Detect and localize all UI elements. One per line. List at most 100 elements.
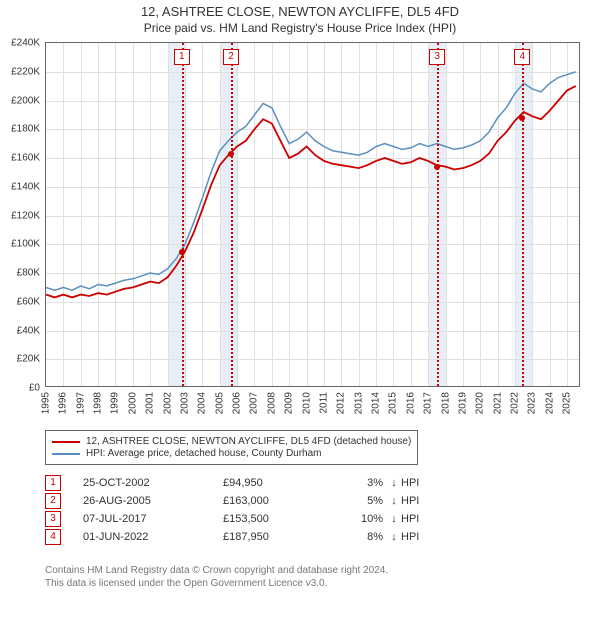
y-tick-label: £140K xyxy=(0,181,40,192)
x-tick-label: 2000 xyxy=(127,392,138,414)
x-tick-label: 2022 xyxy=(509,392,520,414)
row-price: £163,000 xyxy=(223,495,323,507)
row-date: 26-AUG-2005 xyxy=(83,495,223,507)
table-row: 2 26-AUG-2005£163,0005%↓HPI xyxy=(45,493,419,509)
row-hpi-label: HPI xyxy=(401,531,419,543)
x-tick-label: 2016 xyxy=(405,392,416,414)
legend-item: HPI: Average price, detached house, Coun… xyxy=(52,448,411,459)
x-tick-label: 2015 xyxy=(388,392,399,414)
event-line xyxy=(182,43,184,386)
row-number-box: 3 xyxy=(45,511,61,527)
row-date: 01-JUN-2022 xyxy=(83,531,223,543)
event-number-box: 2 xyxy=(223,49,239,65)
table-row: 1 25-OCT-2002£94,9503%↓HPI xyxy=(45,475,419,491)
event-line xyxy=(437,43,439,386)
legend-swatch xyxy=(52,453,80,455)
x-tick-label: 2013 xyxy=(353,392,364,414)
row-hpi-label: HPI xyxy=(401,477,419,489)
y-tick-label: £200K xyxy=(0,95,40,106)
series-line xyxy=(46,72,576,290)
row-gap: 5% xyxy=(323,495,387,507)
x-tick-label: 2011 xyxy=(318,392,329,414)
x-tick-label: 2007 xyxy=(249,392,260,414)
series-layer xyxy=(46,43,581,388)
down-arrow-icon: ↓ xyxy=(387,513,401,525)
legend-label: HPI: Average price, detached house, Coun… xyxy=(86,448,322,459)
x-tick-label: 2006 xyxy=(232,392,243,414)
page-subtitle: Price paid vs. HM Land Registry's House … xyxy=(0,21,600,35)
y-tick-label: £240K xyxy=(0,38,40,49)
row-hpi-label: HPI xyxy=(401,513,419,525)
chart-legend: 12, ASHTREE CLOSE, NEWTON AYCLIFFE, DL5 … xyxy=(45,430,418,465)
x-tick-label: 2017 xyxy=(423,392,434,414)
x-tick-label: 2025 xyxy=(562,392,573,414)
legend-label: 12, ASHTREE CLOSE, NEWTON AYCLIFFE, DL5 … xyxy=(86,436,411,447)
x-tick-label: 1996 xyxy=(58,392,69,414)
y-tick-label: £180K xyxy=(0,124,40,135)
y-tick-label: £220K xyxy=(0,66,40,77)
down-arrow-icon: ↓ xyxy=(387,531,401,543)
x-tick-label: 2002 xyxy=(162,392,173,414)
event-number-box: 3 xyxy=(429,49,445,65)
x-tick-label: 2010 xyxy=(301,392,312,414)
row-gap: 8% xyxy=(323,531,387,543)
y-tick-label: £160K xyxy=(0,153,40,164)
row-price: £94,950 xyxy=(223,477,323,489)
events-table: 125-OCT-2002£94,9503%↓HPI226-AUG-2005£16… xyxy=(45,473,419,547)
y-tick-label: £40K xyxy=(0,325,40,336)
x-tick-label: 1998 xyxy=(93,392,104,414)
x-tick-label: 2020 xyxy=(475,392,486,414)
x-tick-label: 2009 xyxy=(284,392,295,414)
row-price: £187,950 xyxy=(223,531,323,543)
down-arrow-icon: ↓ xyxy=(387,495,401,507)
x-tick-label: 2019 xyxy=(457,392,468,414)
event-marker xyxy=(179,249,185,255)
row-gap: 3% xyxy=(323,477,387,489)
y-tick-label: £0 xyxy=(0,383,40,394)
series-line xyxy=(46,86,576,297)
x-tick-label: 2012 xyxy=(336,392,347,414)
event-number-box: 1 xyxy=(174,49,190,65)
table-row: 3 07-JUL-2017£153,50010%↓HPI xyxy=(45,511,419,527)
row-number-box: 1 xyxy=(45,475,61,491)
footer-line-2: This data is licensed under the Open Gov… xyxy=(45,577,388,590)
x-tick-label: 2021 xyxy=(492,392,503,414)
event-marker xyxy=(519,115,525,121)
price-chart: £0£20K£40K£60K£80K£100K£120K£140K£160K£1… xyxy=(45,42,580,387)
x-tick-label: 1997 xyxy=(75,392,86,414)
x-tick-label: 1999 xyxy=(110,392,121,414)
x-tick-label: 2014 xyxy=(371,392,382,414)
row-number-box: 2 xyxy=(45,493,61,509)
x-tick-label: 2004 xyxy=(197,392,208,414)
footer-line-1: Contains HM Land Registry data © Crown c… xyxy=(45,564,388,577)
event-number-box: 4 xyxy=(514,49,530,65)
event-line xyxy=(231,43,233,386)
x-tick-label: 2024 xyxy=(544,392,555,414)
page-title: 12, ASHTREE CLOSE, NEWTON AYCLIFFE, DL5 … xyxy=(0,4,600,19)
table-row: 4 01-JUN-2022£187,9508%↓HPI xyxy=(45,529,419,545)
event-marker xyxy=(434,164,440,170)
x-tick-label: 2003 xyxy=(179,392,190,414)
row-date: 07-JUL-2017 xyxy=(83,513,223,525)
x-tick-label: 2023 xyxy=(527,392,538,414)
event-marker xyxy=(228,151,234,157)
x-tick-label: 2001 xyxy=(145,392,156,414)
x-tick-label: 2008 xyxy=(266,392,277,414)
x-tick-label: 1995 xyxy=(41,392,52,414)
x-tick-label: 2018 xyxy=(440,392,451,414)
event-line xyxy=(522,43,524,386)
row-number-box: 4 xyxy=(45,529,61,545)
footer-credits: Contains HM Land Registry data © Crown c… xyxy=(45,564,388,590)
y-tick-label: £100K xyxy=(0,239,40,250)
row-date: 25-OCT-2002 xyxy=(83,477,223,489)
y-tick-label: £120K xyxy=(0,210,40,221)
y-tick-label: £80K xyxy=(0,268,40,279)
x-tick-label: 2005 xyxy=(214,392,225,414)
y-tick-label: £20K xyxy=(0,354,40,365)
legend-item: 12, ASHTREE CLOSE, NEWTON AYCLIFFE, DL5 … xyxy=(52,436,411,447)
row-hpi-label: HPI xyxy=(401,495,419,507)
down-arrow-icon: ↓ xyxy=(387,477,401,489)
row-gap: 10% xyxy=(323,513,387,525)
row-price: £153,500 xyxy=(223,513,323,525)
y-tick-label: £60K xyxy=(0,296,40,307)
